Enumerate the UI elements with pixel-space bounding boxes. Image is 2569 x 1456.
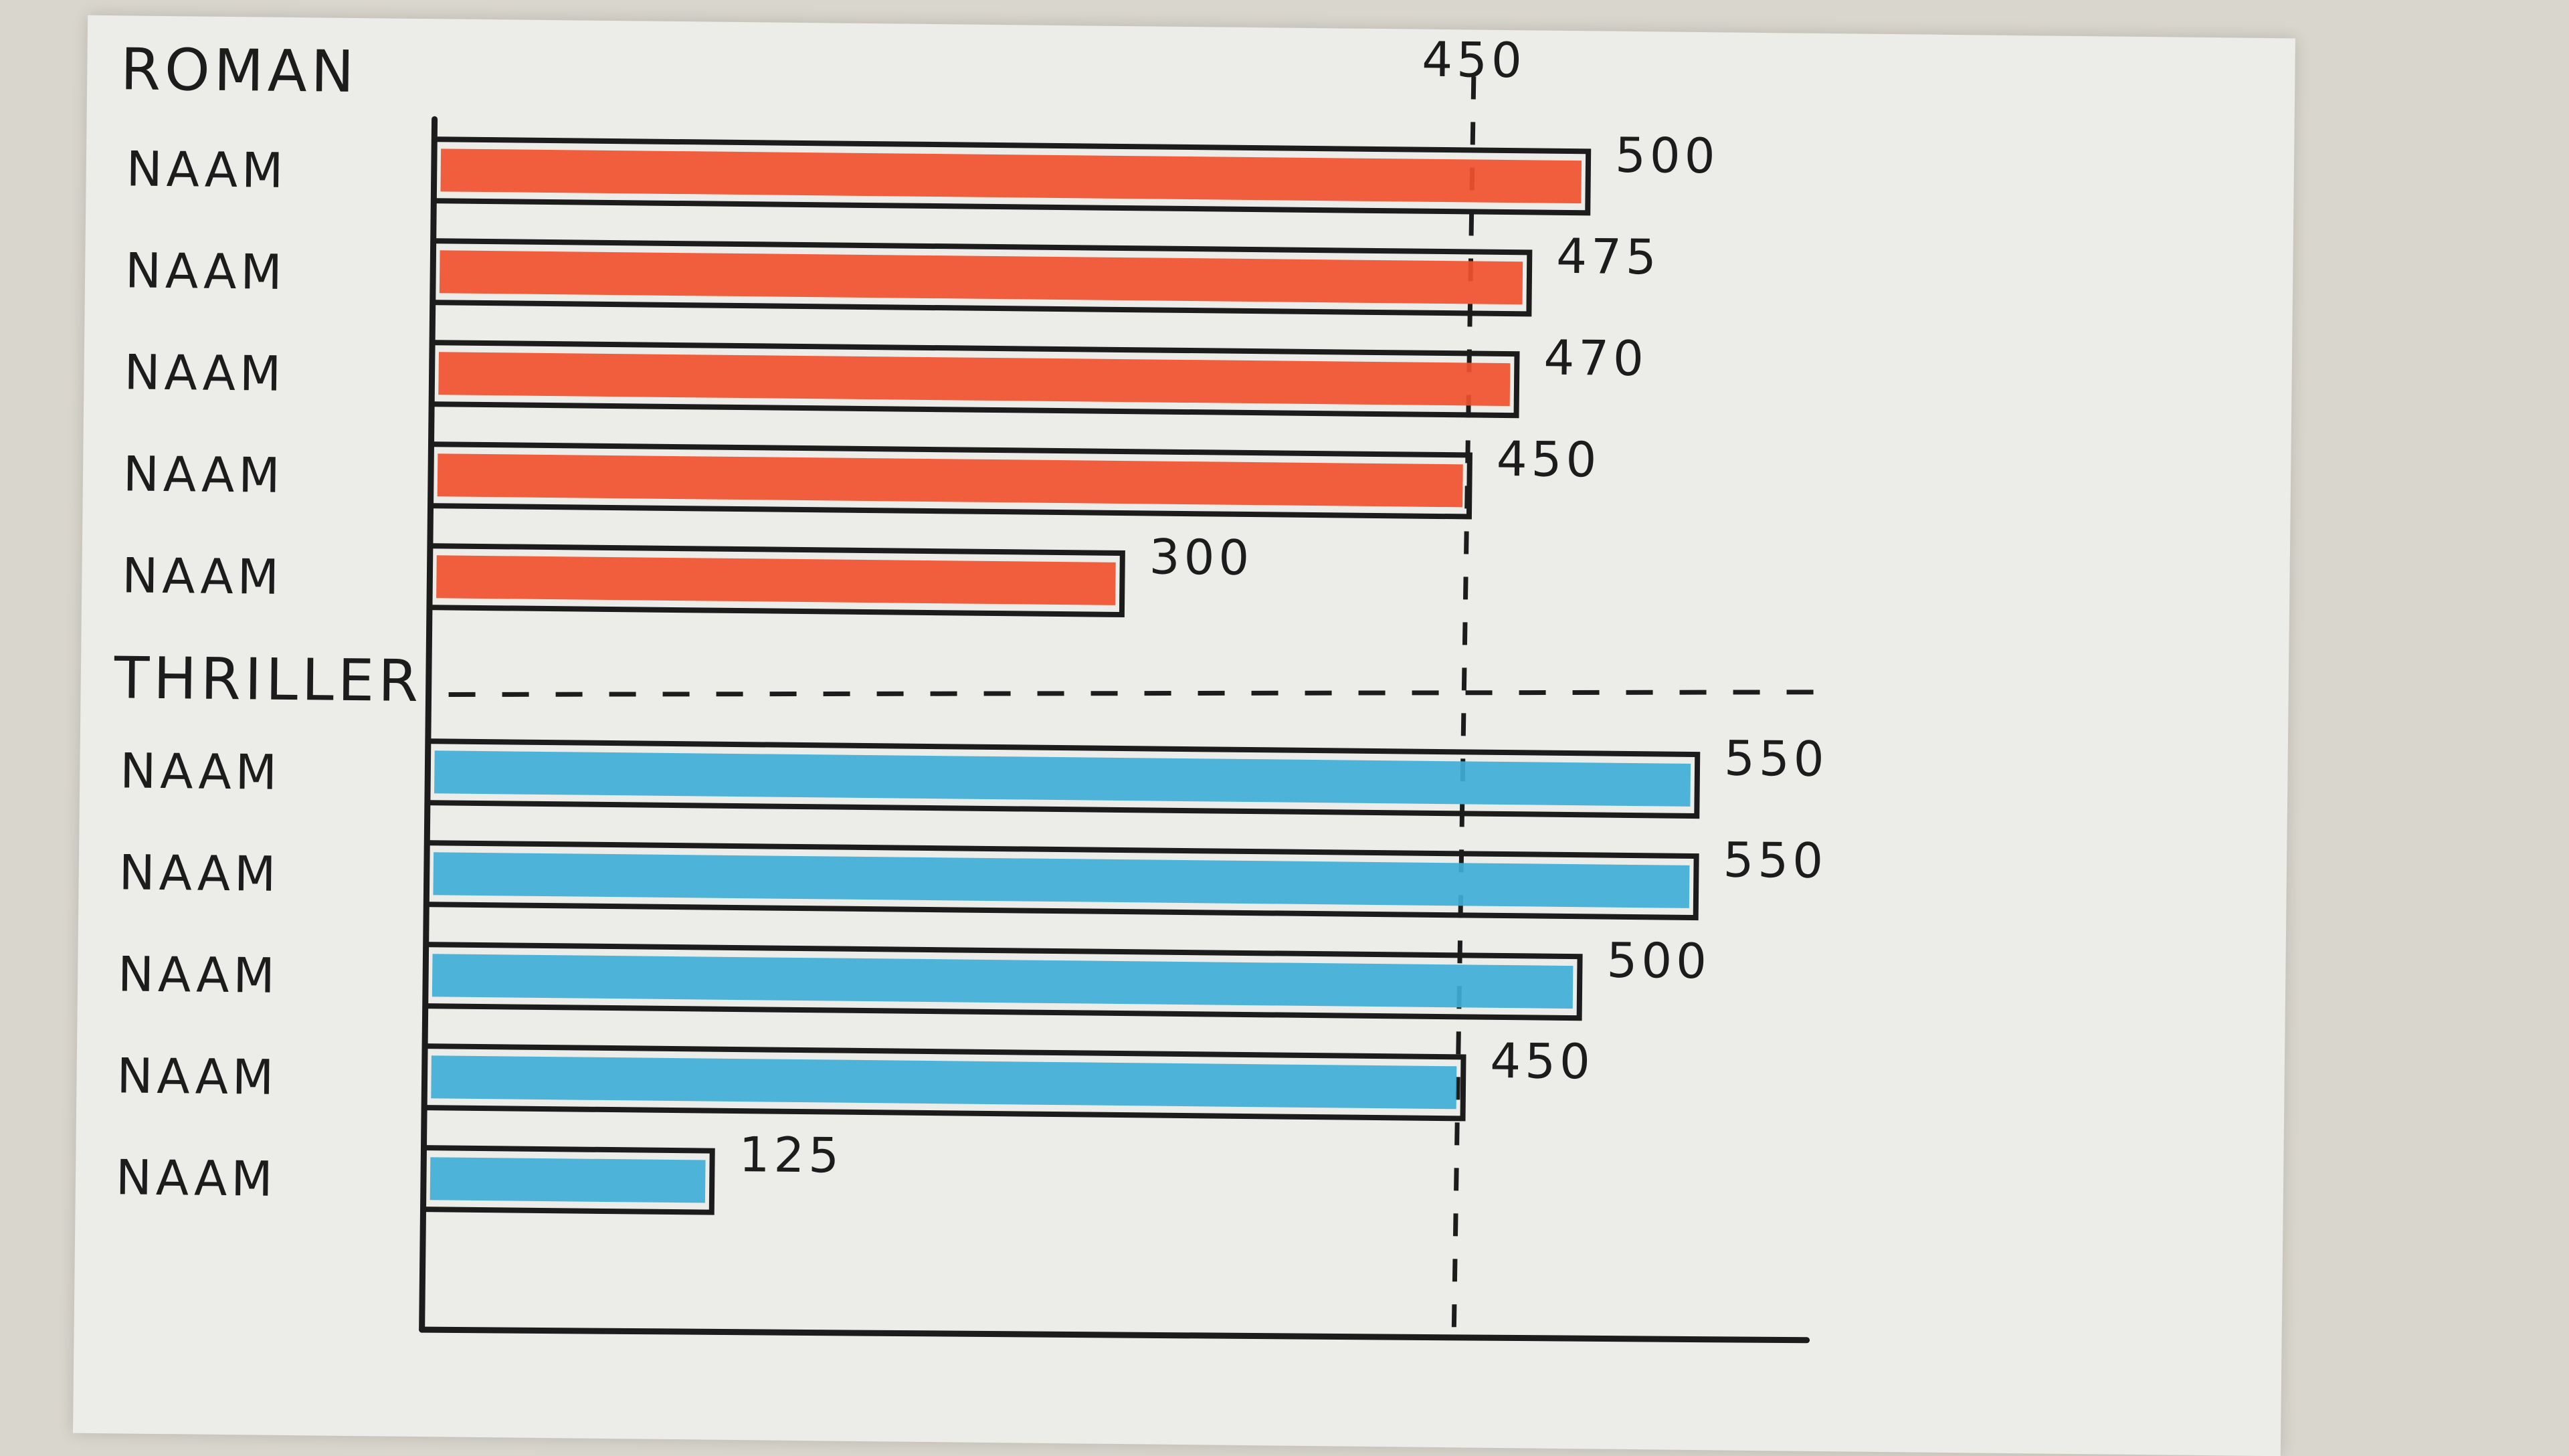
- bar-fill-1-2: [432, 954, 1574, 1009]
- category-label: NAAM: [118, 946, 279, 1004]
- category-label: NAAM: [124, 344, 285, 402]
- reference-line-450: [1451, 76, 1477, 1341]
- value-label: 475: [1556, 228, 1660, 286]
- group-separator: [448, 690, 1814, 697]
- bar-0-1: [430, 238, 1533, 317]
- bar-1-3: [421, 1043, 1466, 1122]
- value-label: 500: [1606, 932, 1711, 990]
- group-label-thriller: THRILLER: [113, 645, 422, 715]
- bar-1-0: [424, 738, 1701, 819]
- paper-sheet: 450 ROMAN NAAM 500 NAAM 475 NAAM 470 NAAM 450 NAAM…: [72, 15, 2296, 1456]
- category-label: NAAM: [125, 242, 286, 300]
- value-label: 450: [1490, 1033, 1594, 1090]
- bar-fill-1-0: [434, 750, 1691, 807]
- value-label: 550: [1724, 730, 1828, 787]
- value-label: 300: [1149, 528, 1253, 586]
- bar-0-0: [431, 136, 1592, 216]
- category-label: NAAM: [116, 1047, 278, 1106]
- bar-1-1: [423, 840, 1699, 921]
- value-label: 450: [1496, 431, 1600, 488]
- category-label: NAAM: [126, 140, 287, 199]
- value-label: 550: [1723, 831, 1827, 889]
- group-label-roman: ROMAN: [120, 36, 359, 106]
- bar-0-3: [427, 441, 1472, 520]
- bar-fill-1-4: [430, 1157, 706, 1203]
- bar-1-4: [420, 1145, 715, 1215]
- bar-fill-1-3: [431, 1055, 1457, 1110]
- reference-line-label: 450: [1422, 31, 1526, 89]
- value-label: 500: [1615, 127, 1719, 185]
- bar-chart: 450 ROMAN NAAM 500 NAAM 475 NAAM 470 NAAM 450 NAAM…: [113, 31, 1828, 1344]
- bar-fill-0-2: [438, 352, 1511, 407]
- category-label: NAAM: [120, 742, 281, 801]
- bar-fill-0-4: [436, 555, 1116, 605]
- bar-0-2: [429, 340, 1520, 419]
- value-label: 470: [1543, 330, 1648, 387]
- value-label: 125: [739, 1126, 843, 1184]
- category-label: NAAM: [123, 445, 284, 504]
- bar-fill-0-1: [439, 250, 1523, 305]
- y-axis-line: [419, 116, 438, 1333]
- category-label: NAAM: [116, 1149, 277, 1207]
- bar-fill-0-0: [440, 148, 1582, 204]
- bar-1-2: [422, 942, 1583, 1021]
- x-axis-line: [419, 1326, 1810, 1344]
- bar-fill-1-1: [433, 852, 1690, 908]
- category-label: NAAM: [122, 547, 283, 605]
- category-label: NAAM: [118, 844, 280, 902]
- bar-fill-0-3: [437, 453, 1463, 508]
- bar-0-4: [426, 543, 1125, 618]
